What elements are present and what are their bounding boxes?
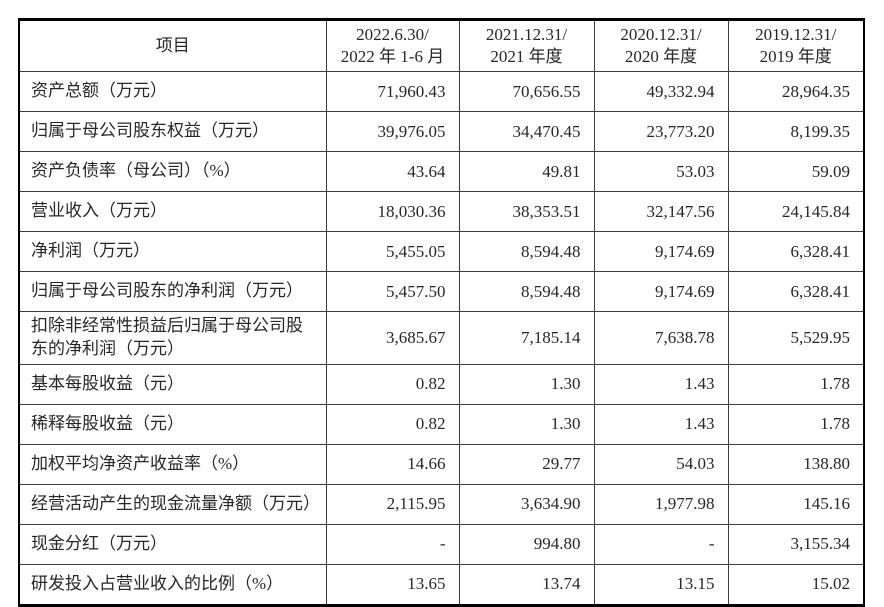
- cell-value: 1.30: [458, 403, 595, 445]
- cell-value: 3,155.34: [727, 523, 865, 565]
- row-label: 资产负债率（母公司）（%）: [18, 151, 327, 192]
- cell-value: 18,030.36: [325, 191, 460, 232]
- header-line: 2020 年度: [624, 47, 698, 66]
- cell-value: 59.09: [727, 151, 865, 192]
- cell-value: 1.78: [727, 363, 865, 405]
- cell-value: 32,147.56: [593, 191, 729, 232]
- header-line: 2021.12.31/: [485, 24, 568, 44]
- cell-value: 54.03: [593, 443, 729, 485]
- row-label: 现金分红（万元）: [18, 523, 327, 565]
- table-row: 经营活动产生的现金流量净额（万元） 2,115.95 3,634.90 1,977.9…: [18, 483, 865, 525]
- cell-value: 43.64: [325, 151, 460, 192]
- table-row: 加权平均净资产收益率（%） 14.66 29.77 54.03 138.80: [18, 443, 865, 485]
- column-header-2019: 2019.12.31/ 2019 年度: [727, 19, 865, 72]
- cell-value: 34,470.45: [458, 111, 595, 152]
- cell-value: 6,328.41: [727, 231, 865, 272]
- row-label: 基本每股收益（元）: [18, 363, 327, 405]
- header-line: 2019.12.31/: [755, 24, 837, 44]
- table-row: 资产负债率（母公司）（%） 43.64 49.81 53.03 59.09: [18, 151, 865, 192]
- cell-value: 138.80: [727, 443, 865, 485]
- cell-value: 24,145.84: [727, 191, 865, 232]
- cell-value: 1.43: [593, 403, 729, 445]
- financial-summary-table: 项目 2022.6.30/ 2022 年 1-6 月 2021.12.31/ 2…: [18, 18, 865, 607]
- row-label: 净利润（万元）: [18, 231, 327, 272]
- cell-value: 49,332.94: [593, 71, 729, 112]
- table-body: 资产总额（万元） 71,960.43 70,656.55 49,332.94 28,96…: [18, 71, 865, 606]
- row-label: 稀释每股收益（元）: [18, 403, 327, 445]
- table-row: 归属于母公司股东的净利润（万元） 5,457.50 8,594.48 9,174.69…: [18, 271, 865, 312]
- cell-value: 5,529.95: [727, 311, 865, 365]
- cell-value: 9,174.69: [593, 231, 729, 272]
- cell-value: 28,964.35: [727, 71, 865, 112]
- cell-value: 5,455.05: [325, 231, 460, 272]
- column-header-2022h1: 2022.6.30/ 2022 年 1-6 月: [325, 19, 460, 72]
- cell-value: 53.03: [593, 151, 729, 192]
- cell-value: 1.43: [593, 363, 729, 405]
- cell-value: 8,199.35: [727, 111, 865, 152]
- row-label: 资产总额（万元）: [18, 71, 327, 112]
- cell-value: 8,594.48: [458, 231, 595, 272]
- table-row: 资产总额（万元） 71,960.43 70,656.55 49,332.94 28,96…: [18, 71, 865, 112]
- cell-value: 14.66: [325, 443, 460, 485]
- cell-value: 1.30: [458, 363, 595, 405]
- table-row: 营业收入（万元） 18,030.36 38,353.51 32,147.56 24,14…: [18, 191, 865, 232]
- row-label: 扣除非经常性损益后归属于母公司股东的净利润（万元）: [18, 311, 327, 365]
- cell-value: 5,457.50: [325, 271, 460, 312]
- row-label: 经营活动产生的现金流量净额（万元）: [18, 483, 327, 525]
- column-header-item: 项目: [18, 19, 327, 72]
- cell-value: 23,773.20: [593, 111, 729, 152]
- table-row: 扣除非经常性损益后归属于母公司股东的净利润（万元） 3,685.67 7,185.1…: [18, 311, 865, 365]
- cell-value: 145.16: [727, 483, 865, 525]
- table-row: 基本每股收益（元） 0.82 1.30 1.43 1.78: [18, 363, 865, 405]
- row-label: 研发投入占营业收入的比例（%）: [18, 563, 327, 606]
- column-header-2021: 2021.12.31/ 2021 年度: [458, 19, 595, 72]
- cell-value: 13.65: [325, 563, 460, 606]
- cell-value: 15.02: [727, 563, 865, 606]
- row-label: 归属于母公司股东权益（万元）: [18, 111, 327, 152]
- cell-value: 39,976.05: [325, 111, 460, 152]
- cell-value: -: [593, 523, 729, 565]
- table-row: 现金分红（万元） -994.80-3,155.34: [18, 523, 865, 565]
- header-line: 2021 年度: [490, 47, 563, 66]
- table-header-row: 项目 2022.6.30/ 2022 年 1-6 月 2021.12.31/ 2…: [18, 19, 865, 72]
- table-row: 研发投入占营业收入的比例（%） 13.65 13.74 13.15 15.02: [18, 563, 865, 606]
- cell-value: 49.81: [458, 151, 595, 192]
- cell-value: 2,115.95: [325, 483, 460, 525]
- cell-value: 3,634.90: [458, 483, 595, 525]
- cell-value: 13.74: [458, 563, 595, 606]
- table-row: 归属于母公司股东权益（万元） 39,976.05 34,470.45 23,773.2…: [18, 111, 865, 152]
- cell-value: 0.82: [325, 403, 460, 445]
- cell-value: 38,353.51: [458, 191, 595, 232]
- header-line: 2020.12.31/: [620, 24, 702, 44]
- cell-value: 6,328.41: [727, 271, 865, 312]
- cell-value: 994.80: [458, 523, 595, 565]
- cell-value: 8,594.48: [458, 271, 595, 312]
- cell-value: 7,638.78: [593, 311, 729, 365]
- row-label: 营业收入（万元）: [18, 191, 327, 232]
- cell-value: 71,960.43: [325, 71, 460, 112]
- cell-value: 9,174.69: [593, 271, 729, 312]
- cell-value: 7,185.14: [458, 311, 595, 365]
- cell-value: 3,685.67: [325, 311, 460, 365]
- header-line: 2019 年度: [759, 47, 832, 66]
- table-row: 净利润（万元） 5,455.05 8,594.48 9,174.69 6,328.41: [18, 231, 865, 272]
- cell-value: 0.82: [325, 363, 460, 405]
- row-label: 归属于母公司股东的净利润（万元）: [18, 271, 327, 312]
- header-line: 项目: [155, 35, 190, 55]
- cell-value: 1,977.98: [593, 483, 729, 525]
- column-header-2020: 2020.12.31/ 2020 年度: [593, 19, 729, 72]
- cell-value: 1.78: [727, 403, 865, 445]
- header-line: 2022.6.30/: [356, 24, 429, 44]
- cell-value: 29.77: [458, 443, 595, 485]
- row-label: 加权平均净资产收益率（%）: [18, 443, 327, 485]
- table-row: 稀释每股收益（元） 0.82 1.30 1.43 1.78: [18, 403, 865, 445]
- header-line: 2022 年 1-6 月: [340, 47, 445, 66]
- document-page: 项目 2022.6.30/ 2022 年 1-6 月 2021.12.31/ 2…: [18, 18, 865, 607]
- cell-value: 70,656.55: [458, 71, 595, 112]
- cell-value: -: [325, 523, 460, 565]
- cell-value: 13.15: [593, 563, 729, 606]
